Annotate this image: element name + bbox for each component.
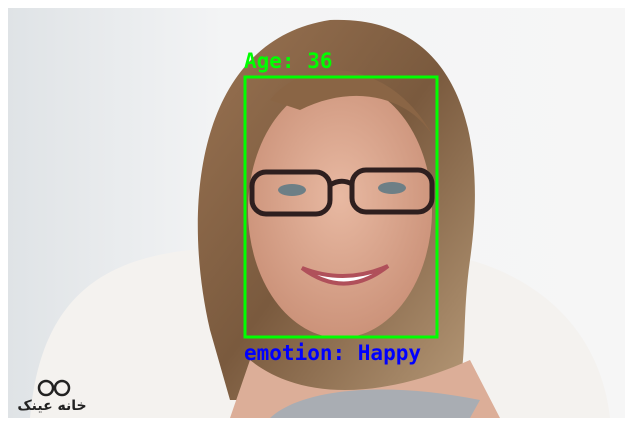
eye [378, 182, 406, 194]
glasses [249, 167, 435, 217]
logo-text: خانه عینک [17, 398, 86, 414]
face [248, 82, 432, 338]
smile [300, 264, 390, 286]
fabric [270, 389, 480, 418]
face-box [243, 75, 439, 339]
emotion-label: emotion: Happy [244, 341, 421, 365]
fringe [270, 70, 440, 150]
logo: خانه عینک [17, 379, 87, 414]
eye [278, 184, 306, 196]
age-label: Age: 36 [244, 49, 333, 73]
